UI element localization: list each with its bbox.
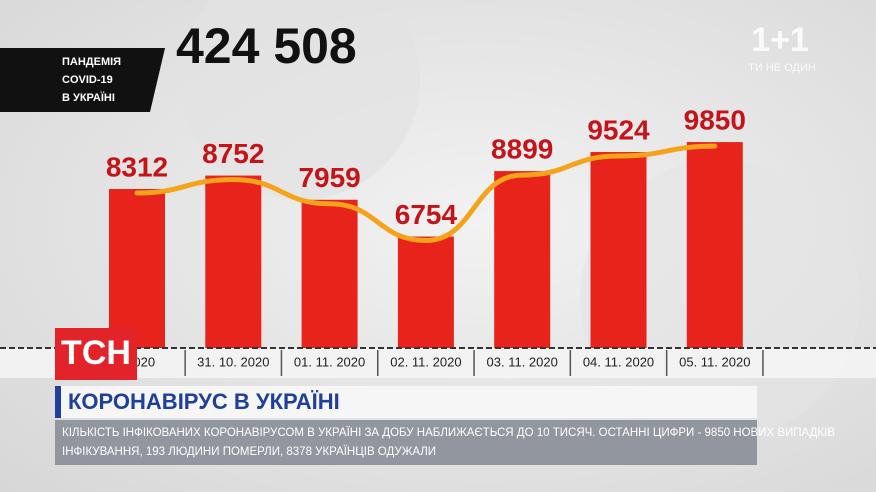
bar — [301, 199, 358, 348]
x-tick-label: 31. 10. 2020 — [197, 354, 269, 369]
x-tick-label: 04. 11. 2020 — [583, 354, 654, 369]
bar — [494, 171, 551, 348]
bar — [205, 175, 262, 348]
logo-slogan: ТИ НЕ ОДИН — [748, 62, 816, 74]
badge-box — [0, 48, 165, 112]
value-label: 8899 — [491, 133, 553, 164]
badge-text: ПАНДЕМІЯ — [62, 56, 121, 68]
value-label: 6754 — [395, 199, 458, 230]
value-label: 8312 — [106, 151, 168, 182]
ticker-text: ІНФІКУВАННЯ, 193 ЛЮДИНИ ПОМЕРЛИ, 8378 УК… — [62, 446, 436, 458]
channel-logo-box — [55, 328, 137, 380]
value-label: 9524 — [587, 114, 650, 145]
virus-decoration — [180, 0, 420, 200]
ticker-text: КІЛЬКІСТЬ ІНФІКОВАНИХ КОРОНАВІРУСОМ В УК… — [62, 427, 835, 439]
total-cases: 424 508 — [176, 18, 357, 74]
badge-text: В УКРАЇНІ — [62, 91, 115, 104]
value-label: 9850 — [684, 104, 746, 135]
title: КОРОНАВІРУС В УКРАЇНІ — [68, 389, 340, 414]
badge-text: COVID-19 — [62, 74, 113, 86]
chart: 8312 8752 7959 6754 8899 9524 9850 — [106, 104, 746, 348]
bar — [590, 152, 647, 348]
bar — [109, 189, 165, 348]
x-tick-label: 01. 11. 2020 — [294, 354, 365, 369]
title-accent — [55, 386, 61, 418]
x-tick-label: 05. 11. 2020 — [679, 354, 750, 369]
ticker-box — [55, 420, 757, 465]
logo: 1+1 — [751, 21, 809, 59]
bar — [686, 142, 743, 348]
date-band — [0, 348, 876, 378]
value-label: 8752 — [202, 138, 264, 169]
x-tick-label: 03. 11. 2020 — [487, 354, 558, 369]
channel-logo: ТСН — [61, 334, 131, 372]
trend-line — [134, 143, 718, 244]
bar — [397, 236, 454, 348]
x-tick-label: 02. 11. 2020 — [390, 354, 461, 369]
title-bar — [55, 386, 757, 418]
value-label: 7959 — [298, 162, 360, 193]
